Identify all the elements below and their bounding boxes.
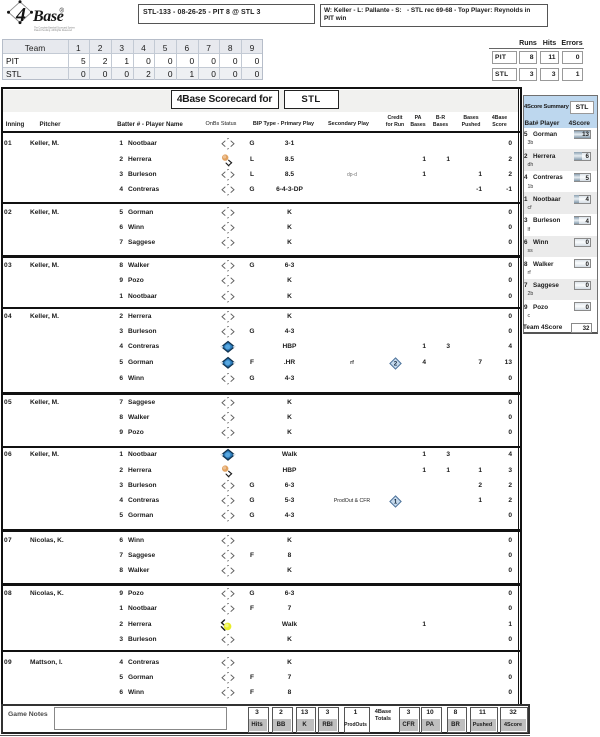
svg-text:The Complete Baseball Scorecar: The Complete Baseball Scorecard System xyxy=(34,26,75,29)
svg-text:4: 4 xyxy=(15,4,26,26)
svg-text:2: 2 xyxy=(394,361,398,368)
svg-text:Base: Base xyxy=(32,8,64,25)
svg-text:®: ® xyxy=(60,8,65,15)
svg-text:Patent Pending. All Rights Res: Patent Pending. All Rights Reserved xyxy=(34,29,73,32)
svg-text:1: 1 xyxy=(394,498,398,505)
